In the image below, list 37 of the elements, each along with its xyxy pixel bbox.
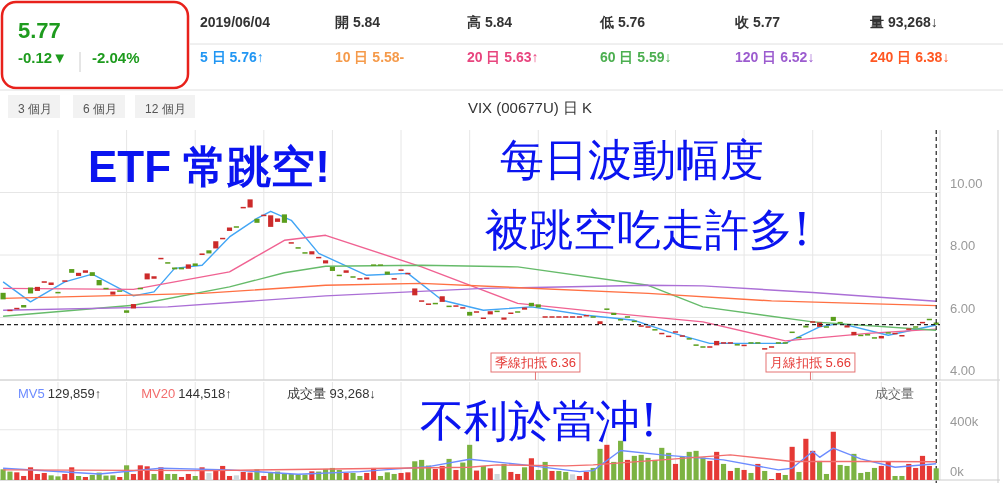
text: 120 日 6.52↓	[735, 49, 815, 65]
text: 6 個月	[83, 102, 118, 116]
annotation: 不利於當沖!	[420, 395, 658, 446]
y-tick-label: 0k	[950, 464, 965, 479]
text: 收 5.77	[735, 14, 781, 30]
y-tick-label: 6.00	[950, 300, 976, 316]
annotation: 144,518↑	[178, 386, 232, 401]
text: 開 5.84	[335, 14, 381, 30]
text: 高 5.84	[467, 14, 513, 30]
annotation: 成交量 93,268↓	[287, 386, 376, 401]
annotation: ETF 常跳空!	[88, 142, 330, 191]
text: 240 日 6.38↓	[870, 49, 950, 65]
y-axis-title: 成交量	[875, 386, 914, 401]
annotation: 每日波動幅度	[500, 134, 764, 185]
text: 低 5.76	[599, 14, 646, 30]
text: 20 日 5.63↑	[467, 49, 539, 65]
annotation: 被跳空吃走許多!	[485, 204, 811, 255]
text: -2.04%	[92, 49, 140, 66]
chart-title: VIX (00677U) 日 K	[467, 99, 593, 116]
text: 2019/06/04	[200, 14, 271, 30]
text: 3 個月	[18, 102, 53, 116]
text: MV5	[18, 386, 45, 401]
text: -0.12▼	[18, 49, 68, 66]
y-tick-label: 10.00	[950, 175, 983, 191]
annotation: 季線扣抵 6.36	[495, 355, 576, 370]
text: 10 日 5.58-	[335, 49, 405, 65]
annotation: 月線扣抵 5.66	[770, 355, 851, 370]
text: 12 個月	[145, 102, 186, 116]
y-tick-label: 400k	[950, 413, 979, 429]
y-tick-label: 4.00	[950, 363, 976, 378]
y-tick-label: 8.00	[950, 238, 976, 253]
text: 5.77	[18, 18, 61, 43]
text: MV20	[141, 386, 176, 401]
text: 60 日 5.59↓	[600, 49, 672, 65]
annotation: 129,859↑	[47, 386, 102, 401]
text: 5 日 5.76↑	[200, 49, 264, 65]
text: 量 93,268↓	[869, 14, 938, 30]
